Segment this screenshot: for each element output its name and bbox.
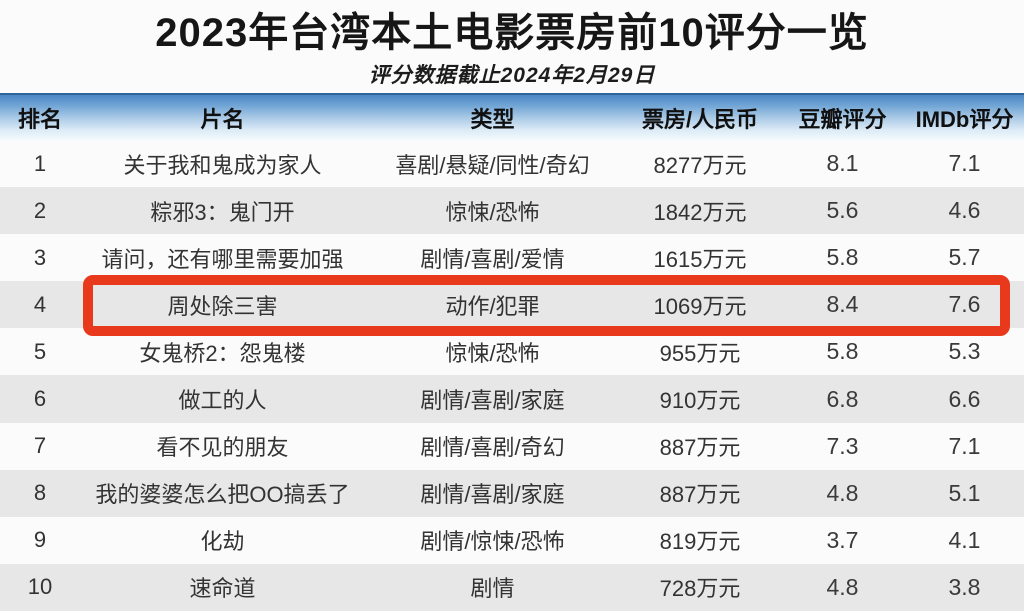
cell-box_office: 1615万元 xyxy=(653,246,747,272)
table-row: 6 做工的人 剧情/喜剧/家庭 910万元 6.8 6.6 xyxy=(0,375,1024,423)
cell-box_office: 819万元 xyxy=(659,529,741,555)
table-row: 10 速命道 剧情 728万元 4.8 3.8 xyxy=(0,563,1024,611)
table-row: 3 请问，还有哪里需要加强 剧情/喜剧/爱情 1615万元 5.8 5.7 xyxy=(0,234,1024,282)
cell-title: 周处除三害 xyxy=(167,293,278,319)
ranking-table: 排名 片名 类型 票房/人民币 豆瓣评分 IMDb评分 1 关于我和鬼成为家人 喜剧… xyxy=(0,93,1024,611)
cell-genre: 剧情 xyxy=(470,576,515,602)
cell-rank: 1 xyxy=(33,150,47,176)
cell-box_office: 728万元 xyxy=(659,576,741,602)
cell-genre: 剧情/喜剧/爱情 xyxy=(420,246,565,272)
cell-imdb: 7.1 xyxy=(948,150,981,177)
cell-genre: 惊悚/恐怖 xyxy=(445,199,540,225)
cell-title: 做工的人 xyxy=(178,388,267,414)
cell-imdb: 5.7 xyxy=(948,244,981,271)
page-subtitle: 评分数据截止2024年2月29日 xyxy=(368,64,656,87)
cell-rank: 9 xyxy=(33,527,47,553)
cell-genre: 剧情/喜剧/家庭 xyxy=(420,388,565,414)
cell-imdb: 5.3 xyxy=(948,338,981,365)
cell-title: 化劫 xyxy=(200,529,245,555)
cell-imdb: 5.1 xyxy=(948,479,981,506)
cell-rank: 4 xyxy=(33,291,47,317)
cell-box_office: 887万元 xyxy=(659,435,741,461)
cell-imdb: 6.6 xyxy=(948,385,981,412)
column-header-title: 片名 xyxy=(200,106,245,132)
title-block: 2023年台湾本土电影票房前10评分一览 评分数据截止2024年2月29日 xyxy=(0,0,1024,93)
column-header-boxoffice: 票房/人民币 xyxy=(641,106,759,132)
cell-douban: 5.8 xyxy=(826,244,859,271)
cell-imdb: 4.6 xyxy=(948,197,981,224)
cell-genre: 动作/犯罪 xyxy=(445,293,540,319)
column-header-genre: 类型 xyxy=(470,106,515,132)
cell-genre: 剧情/喜剧/家庭 xyxy=(420,482,565,508)
cell-box_office: 8277万元 xyxy=(653,152,747,178)
cell-rank: 7 xyxy=(33,433,47,459)
cell-box_office: 887万元 xyxy=(659,482,741,508)
cell-douban: 8.1 xyxy=(826,150,859,177)
cell-douban: 6.8 xyxy=(826,385,859,412)
cell-title: 我的婆婆怎么把OO搞丢了 xyxy=(95,482,350,508)
cell-imdb: 7.6 xyxy=(948,291,981,318)
cell-douban: 5.8 xyxy=(826,338,859,365)
table-row: 5 女鬼桥2：怨鬼楼 惊悚/恐怖 955万元 5.8 5.3 xyxy=(0,328,1024,376)
cell-douban: 7.3 xyxy=(826,432,859,459)
cell-rank: 5 xyxy=(33,338,47,364)
cell-genre: 剧情/惊悚/恐怖 xyxy=(420,529,565,555)
table-row: 8 我的婆婆怎么把OO搞丢了 剧情/喜剧/家庭 887万元 4.8 5.1 xyxy=(0,469,1024,517)
table-row: 9 化劫 剧情/惊悚/恐怖 819万元 3.7 4.1 xyxy=(0,516,1024,564)
cell-title: 请问，还有哪里需要加强 xyxy=(101,246,344,272)
cell-title: 关于我和鬼成为家人 xyxy=(123,152,322,178)
cell-genre: 喜剧/悬疑/同性/奇幻 xyxy=(395,152,590,178)
table-header-row: 排名 片名 类型 票房/人民币 豆瓣评分 IMDb评分 xyxy=(0,93,1024,140)
cell-rank: 6 xyxy=(33,386,47,412)
table-row: 1 关于我和鬼成为家人 喜剧/悬疑/同性/奇幻 8277万元 8.1 7.1 xyxy=(0,140,1024,188)
cell-rank: 8 xyxy=(33,480,47,506)
cell-douban: 4.8 xyxy=(826,479,859,506)
table-row: 4 周处除三害 动作/犯罪 1069万元 8.4 7.6 xyxy=(0,281,1024,329)
cell-title: 女鬼桥2：怨鬼楼 xyxy=(139,340,306,366)
cell-rank: 2 xyxy=(33,197,47,223)
cell-title: 粽邪3：鬼门开 xyxy=(150,199,295,225)
column-header-douban: 豆瓣评分 xyxy=(798,106,887,132)
cell-rank: 3 xyxy=(33,244,47,270)
table-body: 1 关于我和鬼成为家人 喜剧/悬疑/同性/奇幻 8277万元 8.1 7.1 2 粽邪3：鬼门… xyxy=(0,140,1024,611)
cell-box_office: 910万元 xyxy=(659,388,741,414)
cell-box_office: 1842万元 xyxy=(653,199,747,225)
cell-box_office: 955万元 xyxy=(659,340,741,366)
cell-douban: 3.7 xyxy=(826,526,859,553)
cell-box_office: 1069万元 xyxy=(653,293,747,319)
cell-douban: 5.6 xyxy=(826,197,859,224)
table-row: 7 看不见的朋友 剧情/喜剧/奇幻 887万元 7.3 7.1 xyxy=(0,422,1024,470)
column-header-rank: 排名 xyxy=(17,106,62,132)
cell-title: 看不见的朋友 xyxy=(156,435,289,461)
table-row: 2 粽邪3：鬼门开 惊悚/恐怖 1842万元 5.6 4.6 xyxy=(0,187,1024,235)
column-header-imdb: IMDb评分 xyxy=(915,106,1014,132)
cell-imdb: 3.8 xyxy=(948,573,981,600)
cell-douban: 8.4 xyxy=(826,291,859,318)
cell-imdb: 4.1 xyxy=(948,526,981,553)
cell-imdb: 7.1 xyxy=(948,432,981,459)
cell-genre: 惊悚/恐怖 xyxy=(445,340,540,366)
cell-rank: 10 xyxy=(27,574,53,600)
cell-title: 速命道 xyxy=(189,576,256,602)
cell-douban: 4.8 xyxy=(826,573,859,600)
page-title: 2023年台湾本土电影票房前10评分一览 xyxy=(155,11,869,55)
cell-genre: 剧情/喜剧/奇幻 xyxy=(420,435,565,461)
